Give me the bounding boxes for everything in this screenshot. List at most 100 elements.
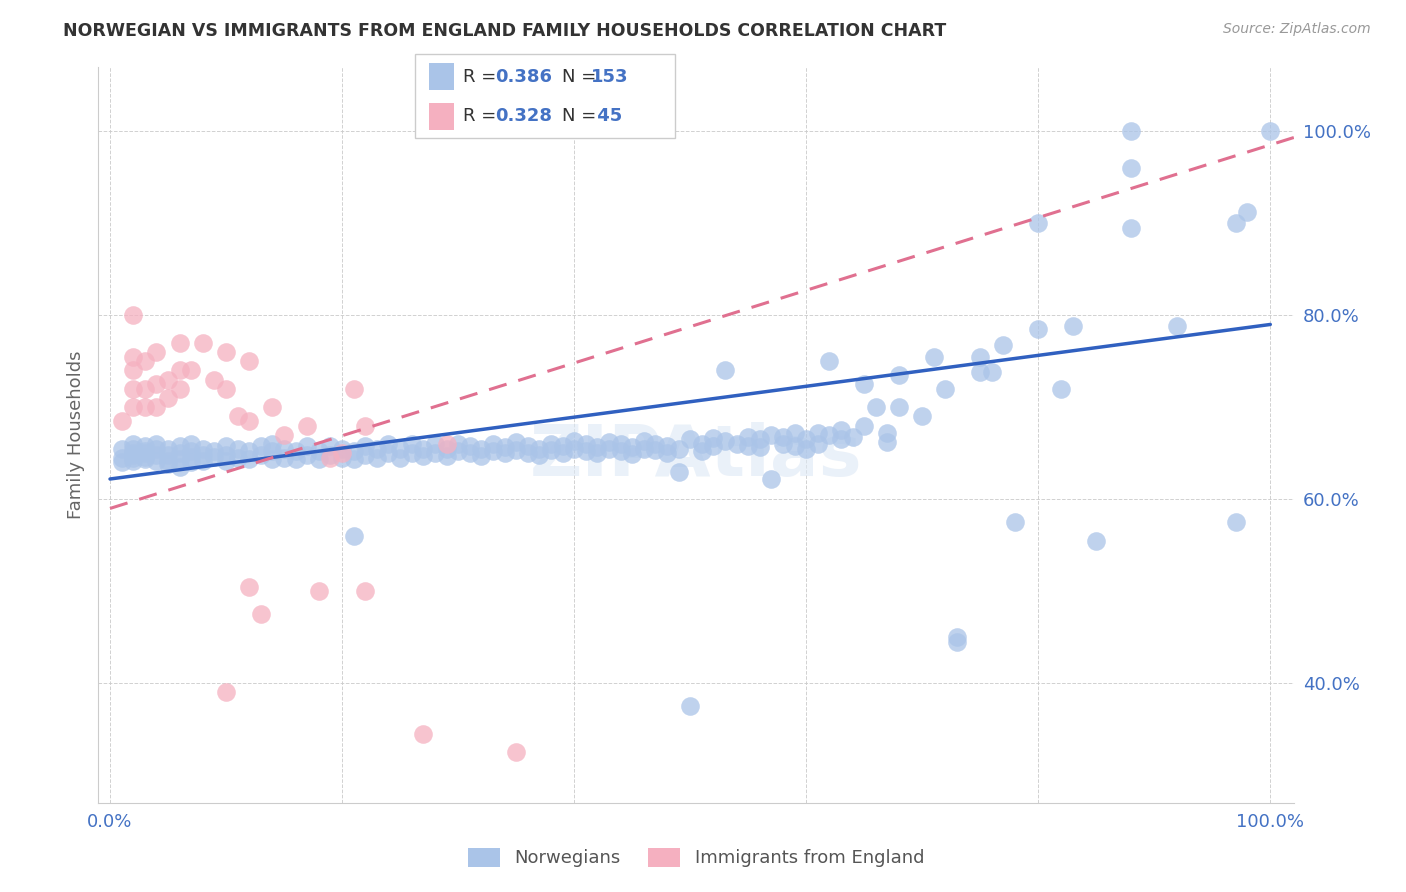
- Point: [1026, 216, 1049, 230]
- Point: [284, 444, 307, 458]
- Point: [122, 382, 145, 396]
- Point: [946, 635, 969, 649]
- Point: [609, 444, 631, 458]
- Point: [911, 409, 934, 424]
- Point: [297, 448, 319, 462]
- Point: [238, 354, 260, 368]
- Point: [598, 435, 620, 450]
- Point: [180, 363, 202, 377]
- Point: [191, 453, 214, 467]
- Text: ZIPAtlas: ZIPAtlas: [530, 423, 862, 491]
- Y-axis label: Family Households: Family Households: [66, 351, 84, 519]
- Point: [191, 442, 214, 456]
- Point: [389, 450, 412, 465]
- Point: [702, 439, 724, 453]
- Point: [494, 446, 516, 460]
- Point: [111, 442, 134, 456]
- Point: [122, 446, 145, 460]
- Point: [458, 446, 481, 460]
- Point: [122, 450, 145, 465]
- Point: [748, 433, 770, 447]
- Point: [1026, 322, 1049, 336]
- Point: [330, 442, 353, 456]
- Point: [551, 439, 574, 453]
- Point: [169, 451, 191, 466]
- Point: [818, 354, 841, 368]
- Point: [516, 446, 538, 460]
- Point: [737, 430, 759, 444]
- Point: [145, 437, 167, 451]
- Point: [145, 442, 167, 456]
- Point: [668, 442, 690, 456]
- Point: [562, 434, 585, 449]
- Point: [238, 580, 260, 594]
- Point: [134, 444, 156, 458]
- Point: [470, 442, 492, 456]
- Point: [330, 446, 353, 460]
- Point: [969, 350, 991, 364]
- Text: N =: N =: [562, 68, 596, 86]
- Point: [737, 439, 759, 453]
- Point: [679, 699, 702, 714]
- Point: [191, 335, 214, 350]
- Text: 153: 153: [591, 68, 628, 86]
- Point: [262, 401, 284, 415]
- Point: [343, 451, 366, 466]
- Point: [354, 448, 377, 462]
- Point: [690, 437, 713, 451]
- Point: [609, 437, 631, 451]
- Point: [262, 444, 284, 458]
- Point: [157, 453, 180, 467]
- Point: [946, 630, 969, 644]
- Point: [180, 444, 202, 458]
- Point: [876, 435, 898, 450]
- Point: [169, 446, 191, 460]
- Point: [980, 365, 1002, 379]
- Point: [772, 437, 794, 451]
- Text: N =: N =: [562, 107, 596, 126]
- Point: [1225, 216, 1247, 230]
- Point: [412, 449, 434, 463]
- Point: [354, 584, 377, 599]
- Point: [748, 440, 770, 454]
- Point: [993, 337, 1015, 351]
- Point: [250, 439, 273, 453]
- Point: [215, 453, 238, 467]
- Legend: Norwegians, Immigrants from England: Norwegians, Immigrants from England: [460, 840, 932, 875]
- Point: [145, 401, 167, 415]
- Point: [633, 442, 655, 456]
- Point: [887, 368, 910, 382]
- Point: [226, 442, 249, 456]
- Point: [226, 450, 249, 465]
- Point: [761, 427, 783, 442]
- Point: [366, 450, 388, 465]
- Text: 0.328: 0.328: [495, 107, 553, 126]
- Point: [482, 437, 505, 451]
- Point: [134, 446, 156, 460]
- Point: [273, 442, 295, 456]
- Point: [250, 607, 273, 622]
- Point: [366, 442, 388, 456]
- Point: [134, 382, 156, 396]
- Point: [145, 448, 167, 462]
- Point: [1004, 515, 1026, 529]
- Point: [807, 437, 830, 451]
- Point: [655, 446, 678, 460]
- Point: [783, 425, 806, 440]
- Point: [215, 439, 238, 453]
- Point: [668, 465, 690, 479]
- Point: [134, 450, 156, 464]
- Text: 45: 45: [591, 107, 621, 126]
- Point: [772, 430, 794, 444]
- Point: [1050, 382, 1073, 396]
- Point: [250, 448, 273, 462]
- Text: R =: R =: [463, 107, 496, 126]
- Point: [818, 427, 841, 442]
- Point: [529, 442, 551, 456]
- Point: [122, 308, 145, 322]
- Point: [319, 439, 342, 453]
- Point: [389, 442, 412, 456]
- Point: [562, 442, 585, 456]
- Point: [447, 437, 470, 451]
- Point: [598, 442, 620, 456]
